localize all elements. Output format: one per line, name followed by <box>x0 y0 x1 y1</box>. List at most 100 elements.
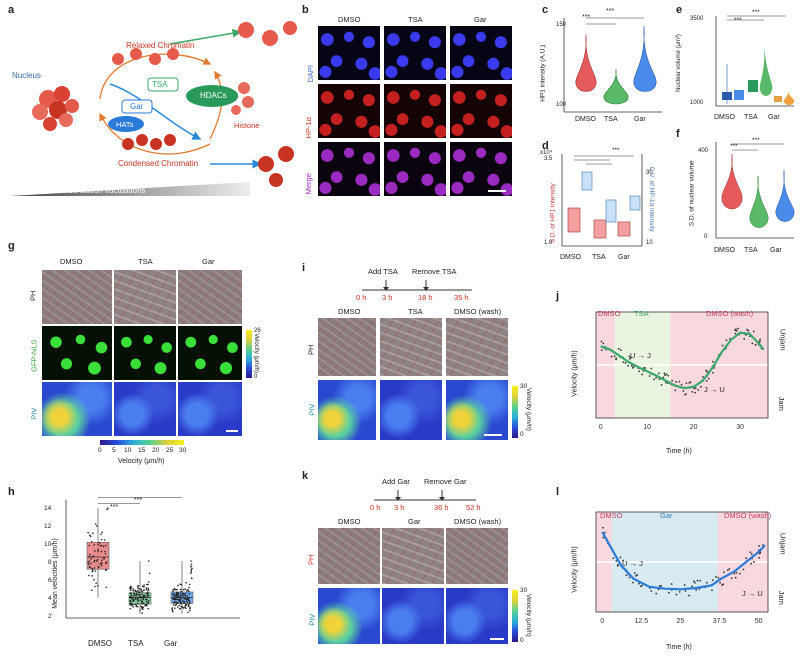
h-point <box>98 542 101 544</box>
h-tick-10: 10 <box>44 541 52 548</box>
i-cbar-min: 0 <box>520 431 524 438</box>
h-point <box>88 574 90 577</box>
k-time-3: 3 h <box>394 503 405 512</box>
j-point <box>707 377 710 380</box>
l-point <box>678 590 681 593</box>
h-point <box>91 570 94 573</box>
h-point <box>130 585 132 588</box>
j-xtick: 20 <box>690 424 698 431</box>
h-point <box>141 600 143 603</box>
h-x-dmso: DMSO <box>88 639 112 648</box>
l-point <box>692 580 695 583</box>
h-box-tsa <box>128 592 152 605</box>
h-point <box>88 560 91 563</box>
c-sig-2: *** <box>606 8 615 15</box>
h-point <box>180 583 183 586</box>
g-cbar-min: 0 <box>254 374 258 380</box>
h-point <box>188 602 191 605</box>
k-row-ph: PH <box>306 554 316 565</box>
j-point <box>613 355 616 358</box>
condensation-gradient-bar <box>10 182 250 196</box>
k-col-dmso: DMSO <box>338 517 361 526</box>
h-point <box>97 548 100 551</box>
l-point <box>711 579 714 582</box>
h-point <box>134 598 137 600</box>
l-point <box>753 560 755 563</box>
h-point <box>190 563 193 566</box>
h-point <box>100 559 103 562</box>
h-point <box>139 595 142 598</box>
j-point <box>758 340 761 343</box>
h-point <box>190 569 193 571</box>
j-point <box>632 366 634 369</box>
j-point <box>660 383 663 386</box>
h-point <box>90 557 92 560</box>
j-point <box>663 372 666 375</box>
g-col-tsa: TSA <box>138 257 153 266</box>
j-trend-line <box>600 331 765 390</box>
h-point <box>142 594 145 597</box>
k-row-piv: PIV <box>307 613 317 626</box>
tsa-box <box>147 77 179 92</box>
j-point <box>624 361 627 364</box>
h-point <box>147 607 150 610</box>
l-point <box>604 531 606 534</box>
b-merge-tsa <box>384 142 446 196</box>
panel-d-boxplot <box>561 154 643 247</box>
j-point <box>759 338 762 341</box>
c-tick-150: 150 <box>556 22 567 28</box>
panel-label-f: f <box>676 128 680 140</box>
h-point <box>182 595 185 597</box>
e-x-dmso: DMSO <box>714 114 735 121</box>
j-point <box>643 366 646 369</box>
j-xtick: 30 <box>736 424 744 431</box>
j-point <box>702 376 704 378</box>
l-xtick: 25 <box>677 618 685 625</box>
l-point <box>622 559 625 562</box>
c-x-gar: Gar <box>634 116 646 123</box>
h-point <box>129 599 131 602</box>
h-ylabel: Mean velocities (μm/h) <box>51 538 59 609</box>
j-point <box>721 344 724 347</box>
h-point <box>96 525 98 527</box>
h-point <box>187 590 190 593</box>
g-hbar-label: Velocity (μm/h) <box>118 458 165 465</box>
h-point <box>94 570 97 572</box>
k-cbar-label: Velocity (μm/h) <box>524 593 532 637</box>
j-point <box>684 393 686 396</box>
h-point <box>181 596 183 599</box>
histone-label: Histone <box>234 121 260 130</box>
h-point <box>129 602 132 605</box>
l-xtick: 50 <box>755 618 763 625</box>
i-row-ph: PH <box>306 344 316 355</box>
h-point <box>186 595 189 597</box>
h-point <box>93 559 96 562</box>
l-jam: Jam <box>776 590 786 605</box>
l-point <box>658 584 661 587</box>
d-box-tsa <box>593 219 607 239</box>
j-point <box>600 349 603 352</box>
h-point <box>100 550 103 553</box>
panel-a-schematic <box>10 21 297 196</box>
i-add-label: Add TSA <box>368 267 398 276</box>
h-point <box>147 583 149 586</box>
h-point <box>189 607 191 610</box>
h-point <box>88 544 90 547</box>
g-hbar-t0: 0 <box>98 447 102 454</box>
h-point <box>185 582 187 584</box>
h-point <box>95 582 97 584</box>
h-point <box>100 564 103 567</box>
g-piv-dmso <box>42 382 112 436</box>
j-point <box>712 360 714 363</box>
j-point <box>615 357 618 360</box>
g-cbar-max: 26 <box>254 328 261 334</box>
l-point <box>655 592 658 595</box>
j-point <box>735 329 738 332</box>
k-time-52: 52 h <box>466 503 481 512</box>
h-point <box>147 587 150 590</box>
h-point <box>142 595 145 598</box>
h-point <box>171 597 174 599</box>
h-point <box>140 590 143 592</box>
l-xtick: 37.5 <box>713 618 727 625</box>
l-xtick: 0 <box>600 618 604 625</box>
